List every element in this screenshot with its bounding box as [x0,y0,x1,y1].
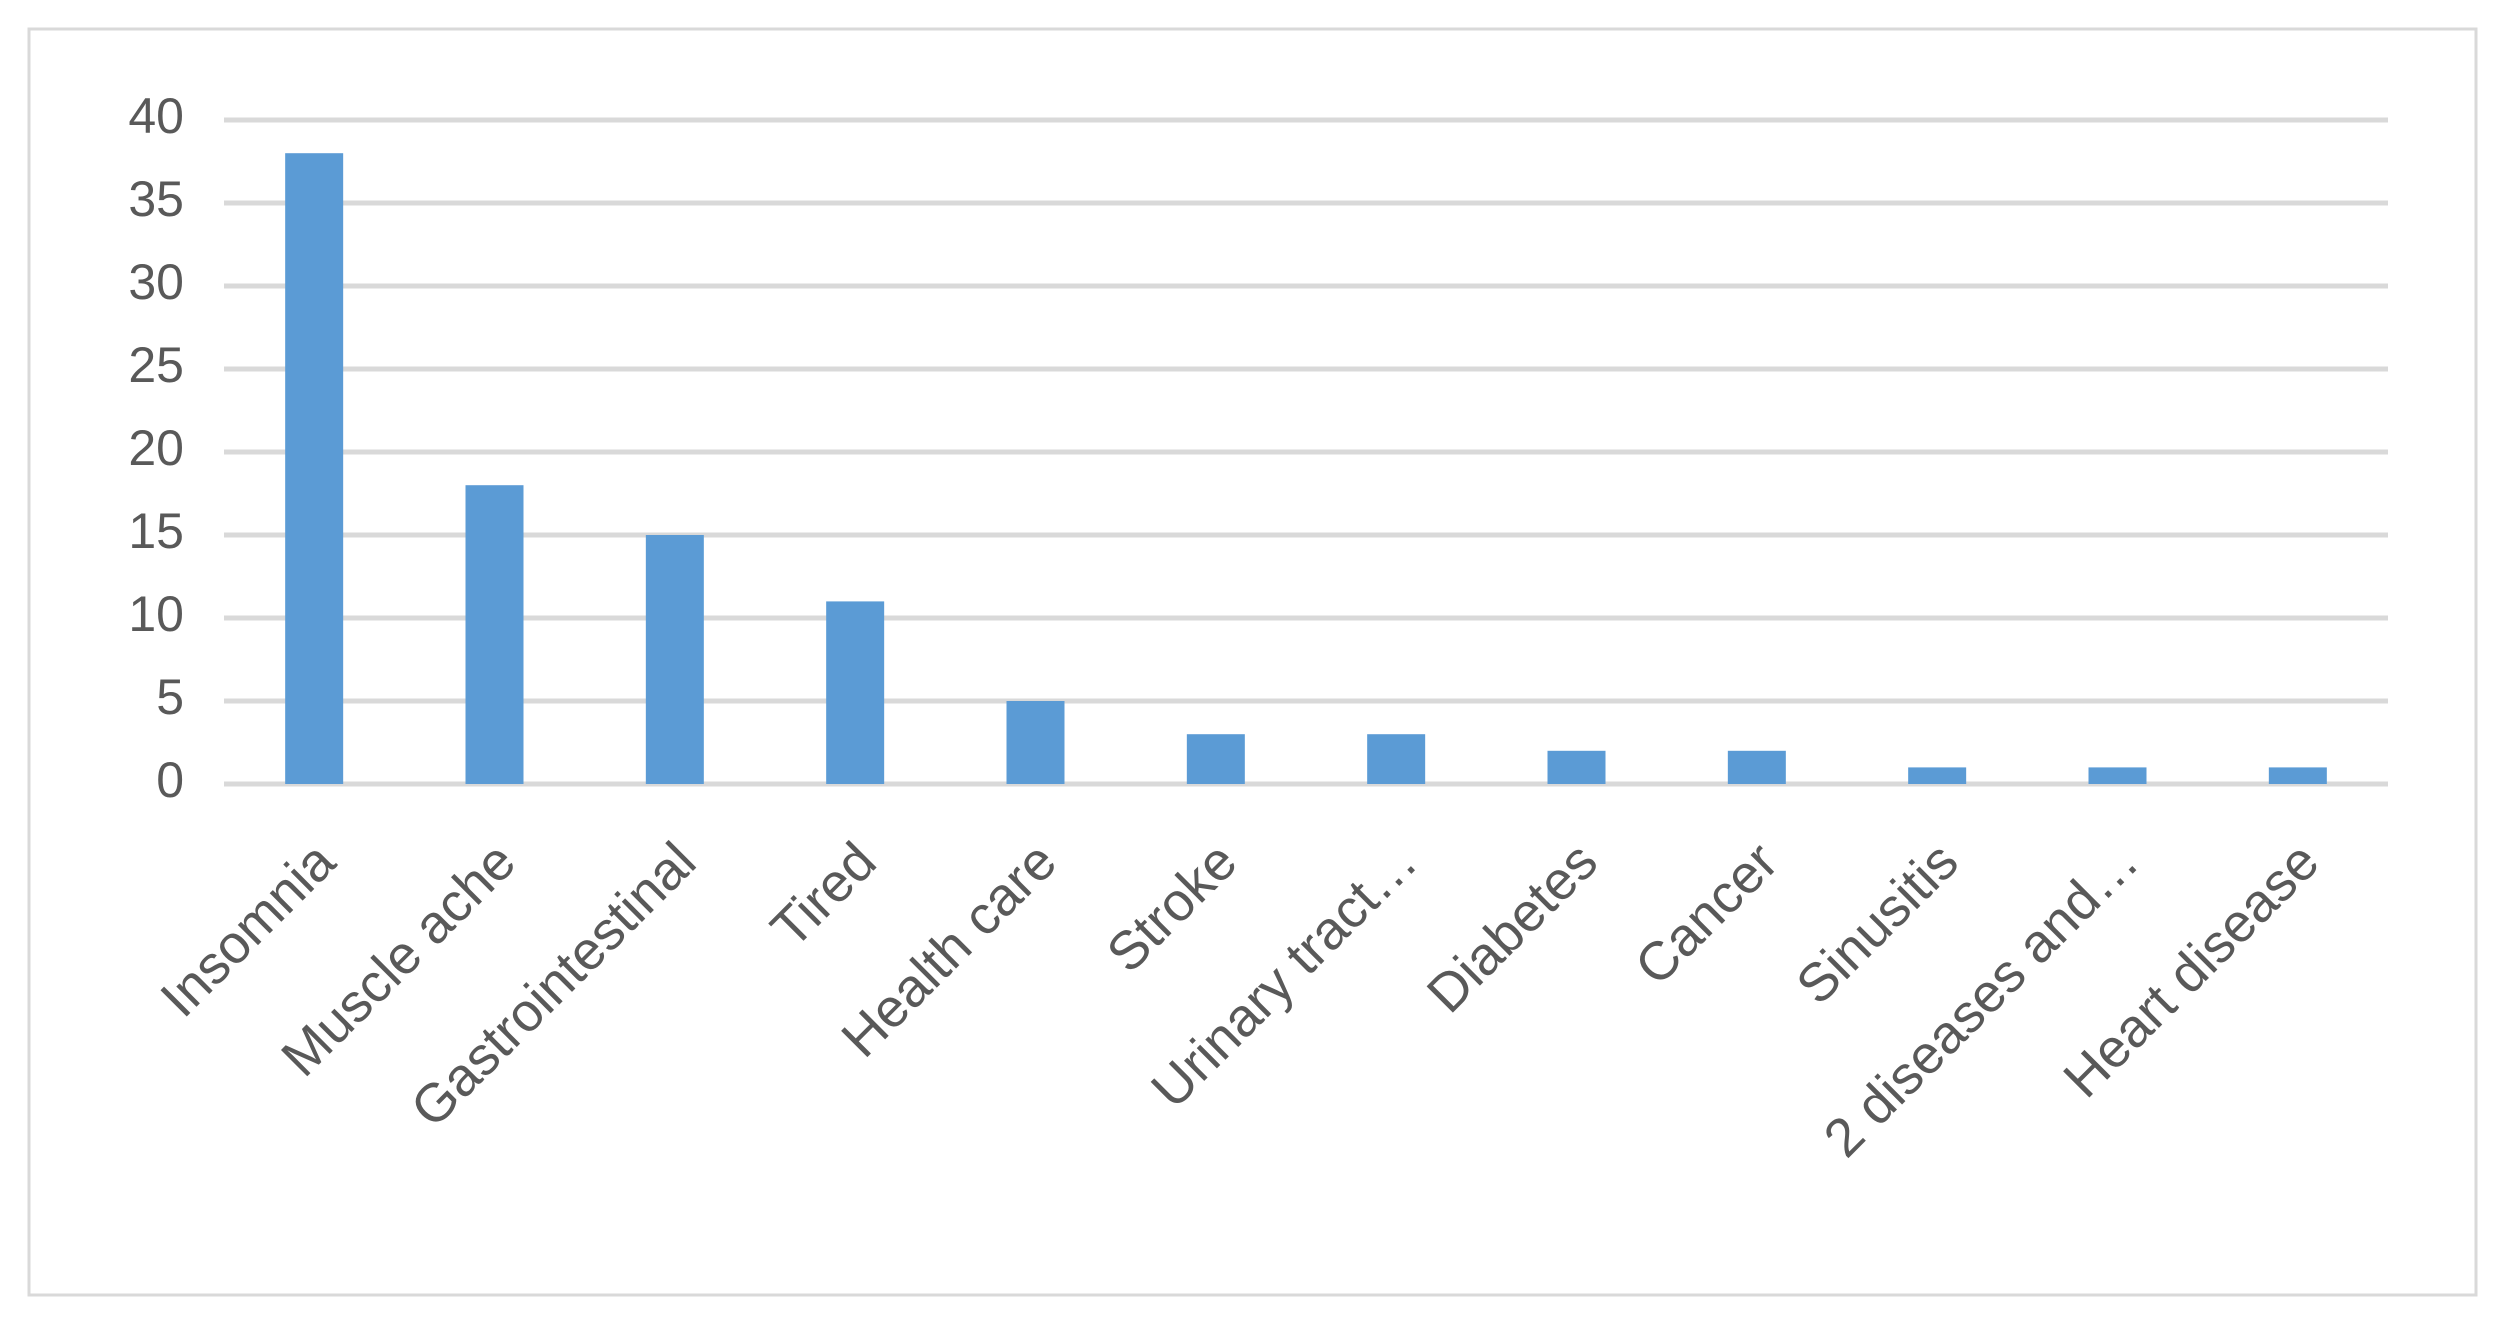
y-tick-label: 15 [128,503,184,559]
y-tick-label: 40 [128,88,184,144]
bar [645,535,704,784]
y-tick-label: 5 [156,669,184,725]
bar [1367,734,1426,784]
y-tick-label: 0 [156,752,184,808]
chart-frame [27,27,2478,1297]
bar [1727,750,1786,784]
bar [285,153,344,784]
bar [1186,734,1245,784]
bar [2268,767,2327,784]
y-tick-label: 20 [128,420,184,476]
bar [1006,701,1065,784]
y-tick-label: 10 [128,586,184,642]
bar [1547,750,1606,784]
bar [465,485,524,784]
y-tick-label: 25 [128,337,184,393]
bar [1908,767,1967,784]
y-tick-label: 35 [128,171,184,227]
bar [2088,767,2147,784]
y-tick-label: 30 [128,254,184,310]
bar [826,601,885,784]
